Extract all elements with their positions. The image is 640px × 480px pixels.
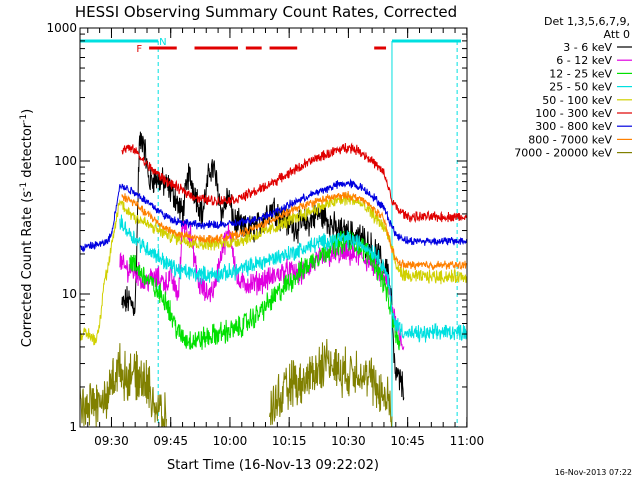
legend-label: 25 - 50 keV	[549, 81, 612, 94]
x-axis-label: Start Time (16-Nov-13 09:22:02)	[167, 458, 379, 473]
legend-label: 3 - 6 keV	[563, 41, 612, 54]
flag-f-label: F	[136, 44, 142, 55]
legend-label: 7000 - 20000 keV	[514, 147, 612, 160]
legend-header-line-1: Det 1,3,5,6,7,9,	[544, 15, 630, 28]
legend-label: 800 - 7000 keV	[528, 133, 612, 146]
legend-label: 300 - 800 keV	[535, 120, 612, 133]
legend-label: 6 - 12 keV	[556, 54, 612, 67]
attenuator-layer	[80, 39, 461, 427]
series-layer	[79, 131, 468, 428]
x-tick-label: 09:30	[94, 434, 129, 448]
y-axis-label-superscript-2: -1	[19, 114, 29, 123]
x-tick-label: 09:45	[153, 434, 188, 448]
x-tick-label: 10:30	[331, 434, 366, 448]
legend-header-line-2: Att 0	[604, 28, 630, 41]
y-axis-label: Corrected Count Rate (s-1 detector-1)	[19, 109, 35, 347]
series-line	[121, 190, 468, 271]
chart-title: HESSI Observing Summary Count Rates, Cor…	[75, 3, 457, 21]
legend-label: 50 - 100 keV	[542, 94, 612, 107]
flags-layer: FN	[136, 37, 387, 55]
plot-area: FN 09:30 09:45 10:00 10:15 10:30 10:45 11:0011…	[46, 21, 484, 448]
ticks-layer: 09:30 09:45 10:00 10:15 10:30 10:45 11:00 1 10 10…	[46, 21, 484, 448]
flag-n-label: N	[159, 37, 166, 48]
y-tick-label: 10	[62, 287, 77, 301]
series-line	[79, 338, 393, 428]
y-axis-label-end: )	[20, 109, 35, 114]
y-axis-label-superscript-1: -1	[19, 182, 29, 191]
legend-label: 12 - 25 keV	[549, 67, 612, 80]
y-tick-label: 100	[54, 154, 77, 168]
x-tick-label: 10:15	[272, 434, 307, 448]
legend-label: 100 - 300 keV	[535, 107, 612, 120]
plot-frame	[79, 27, 468, 428]
series-line	[121, 142, 468, 224]
series-line	[119, 221, 405, 351]
series-line	[129, 230, 401, 351]
series-line	[79, 193, 468, 346]
y-tick-label: 1	[69, 420, 77, 434]
footer-date: 16-Nov-2013 07:22	[555, 468, 632, 477]
y-axis-label-main: Corrected Count Rate (s	[20, 191, 35, 348]
y-axis-label-mid: detector	[20, 122, 35, 182]
y-tick-label: 1000	[46, 21, 77, 35]
x-tick-label: 10:00	[213, 434, 248, 448]
series-line	[119, 214, 468, 343]
x-tick-label: 10:45	[390, 434, 425, 448]
x-tick-label: 11:00	[450, 434, 485, 448]
series-line	[79, 178, 468, 253]
